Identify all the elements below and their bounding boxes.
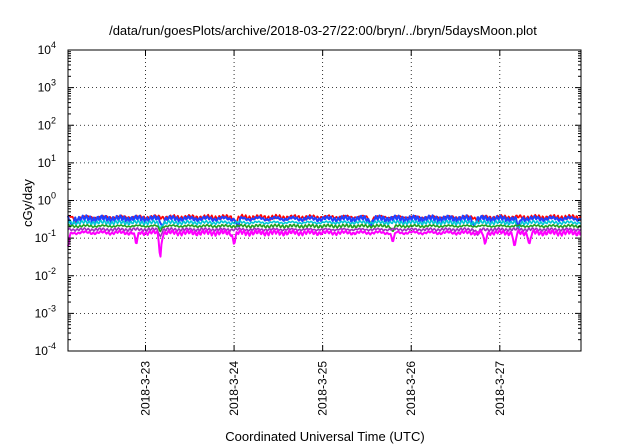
chart-title: /data/run/goesPlots/archive/2018-03-27/2…: [109, 23, 537, 38]
y-tick-exponent: 1: [51, 153, 56, 163]
series-line: [67, 219, 582, 230]
y-tick-label: 10-3: [35, 303, 56, 320]
y-tick-label: 101: [38, 153, 56, 170]
x-tick-label: 2018-3-26: [404, 361, 418, 416]
series-line: [67, 226, 582, 238]
y-tick-exponent: -1: [48, 228, 56, 238]
y-tick-exponent: 4: [51, 40, 56, 50]
y-tick-exponent: -2: [48, 266, 56, 276]
y-tick-label: 10-2: [35, 266, 56, 283]
x-axis: 2018-3-23 2018-3-24 2018-3-25 2018-3-26 2018…: [139, 50, 507, 416]
y-tick-exponent: 3: [51, 78, 56, 88]
data-series: [67, 213, 582, 258]
y-axis-label: cGy/day: [20, 179, 35, 227]
y-tick-label: 103: [38, 78, 56, 95]
y-tick-exponent: -4: [48, 341, 56, 351]
grid-lines: [68, 49, 581, 352]
y-tick-label: 10-1: [35, 228, 56, 245]
y-tick-label: 102: [38, 115, 56, 132]
y-tick-exponent: 2: [51, 115, 56, 125]
y-tick-label: 104: [38, 40, 56, 57]
y-tick-label: 100: [38, 191, 56, 208]
y-tick-exponent: -3: [48, 303, 56, 313]
x-tick-label: 2018-3-25: [316, 361, 330, 416]
y-tick-exponent: 0: [51, 191, 56, 201]
series-line: [67, 228, 582, 258]
series-line: [67, 214, 582, 228]
x-axis-label: Coordinated Universal Time (UTC): [225, 429, 424, 444]
x-tick-label: 2018-3-23: [139, 361, 153, 416]
x-tick-label: 2018-3-24: [227, 361, 241, 416]
y-tick-label: 10-4: [35, 341, 56, 358]
x-tick-label: 2018-3-27: [493, 361, 507, 416]
series-line: [67, 223, 582, 233]
